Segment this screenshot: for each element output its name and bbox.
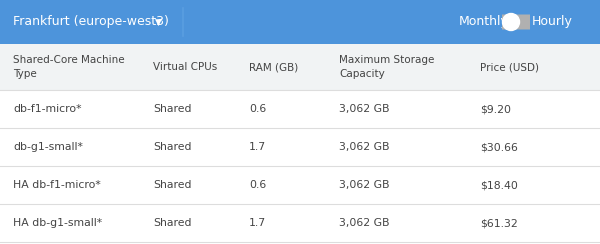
Text: Monthly: Monthly [459, 16, 509, 29]
Text: Shared: Shared [153, 142, 191, 152]
Text: Virtual CPUs: Virtual CPUs [153, 62, 217, 72]
Text: 3,062 GB: 3,062 GB [339, 104, 389, 114]
Text: 0.6: 0.6 [249, 180, 266, 190]
Text: 3,062 GB: 3,062 GB [339, 180, 389, 190]
Text: Shared: Shared [153, 218, 191, 228]
Text: Price (USD): Price (USD) [480, 62, 539, 72]
Text: RAM (GB): RAM (GB) [249, 62, 298, 72]
Text: 0.6: 0.6 [249, 104, 266, 114]
Text: 1.7: 1.7 [249, 218, 266, 228]
Text: HA db-f1-micro*: HA db-f1-micro* [13, 180, 101, 190]
Text: HA db-g1-small*: HA db-g1-small* [13, 218, 103, 228]
Text: 3,062 GB: 3,062 GB [339, 142, 389, 152]
Text: $18.40: $18.40 [480, 180, 518, 190]
Text: Maximum Storage
Capacity: Maximum Storage Capacity [339, 55, 434, 79]
Text: Shared: Shared [153, 104, 191, 114]
Bar [0, 44, 600, 90]
Text: $61.32: $61.32 [480, 218, 518, 228]
Text: Hourly: Hourly [532, 16, 573, 29]
Text: $30.66: $30.66 [480, 142, 518, 152]
Text: 1.7: 1.7 [249, 142, 266, 152]
Text: $9.20: $9.20 [480, 104, 511, 114]
Circle shape [503, 13, 520, 30]
FancyBboxPatch shape [502, 14, 530, 30]
Text: Frankfurt (europe-west3): Frankfurt (europe-west3) [13, 16, 169, 29]
Text: ▼: ▼ [155, 18, 162, 27]
Bar [0, 0, 600, 44]
Text: db-f1-micro*: db-f1-micro* [13, 104, 82, 114]
Text: Shared: Shared [153, 180, 191, 190]
Text: Shared-Core Machine
Type: Shared-Core Machine Type [13, 55, 125, 79]
Text: 3,062 GB: 3,062 GB [339, 218, 389, 228]
Text: db-g1-small*: db-g1-small* [13, 142, 83, 152]
